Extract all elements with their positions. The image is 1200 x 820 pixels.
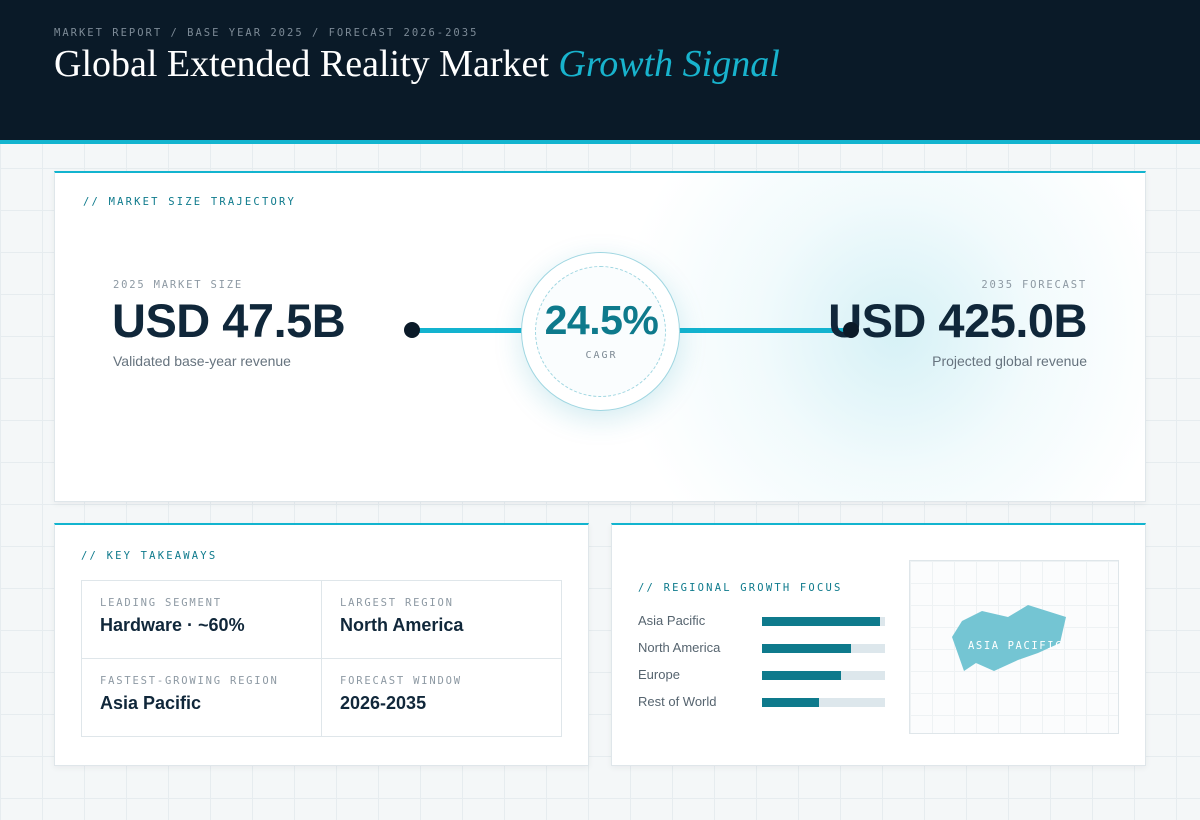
takeaway-value: Hardware · ~60% [100,615,245,635]
takeaways-label: // KEY TAKEAWAYS [81,550,218,562]
region-bar-fill [762,698,819,707]
forecast-value: USD 425.0B [828,294,1087,347]
start-dot [404,322,420,338]
region-bar-row: North America [638,638,888,658]
forecast-note: Projected global revenue [932,353,1087,369]
title-accent: Growth Signal [558,43,780,85]
region-bar-track [762,671,885,680]
asia-pacific-map-shape [952,605,1066,671]
trajectory-label: // MARKET SIZE TRAJECTORY [83,196,297,208]
cagr-ring: 24.5% CAGR [521,252,680,411]
takeaways-grid: LEADING SEGMENT Hardware · ~60% LARGEST … [81,580,562,737]
end-dot [843,322,859,338]
region-bar-fill [762,671,841,680]
takeaway-value: 2026-2035 [340,693,427,713]
takeaway-caption: LEADING SEGMENT [100,597,222,609]
regional-label: // REGIONAL GROWTH FOCUS [638,582,843,594]
takeaway-value: Asia Pacific [100,693,202,713]
takeaway-caption: FORECAST WINDOW [340,675,462,687]
region-bar-row: Asia Pacific [638,611,888,631]
takeaway-caption: LARGEST REGION [340,597,454,609]
takeaways-card: // KEY TAKEAWAYS LEADING SEGMENT Hardwar… [54,523,589,766]
region-name: North America [638,640,721,655]
region-bar-track [762,617,885,626]
region-bar-fill [762,644,851,653]
region-bar-fill [762,617,881,626]
region-bar-row: Europe [638,665,888,685]
region-map: ASIA PACIFIC [909,560,1119,734]
trajectory-card: // MARKET SIZE TRAJECTORY 2025 MARKET SI… [54,171,1146,502]
base-caption: 2025 MARKET SIZE [113,279,243,291]
title-main: Global Extended Reality Market [54,43,549,85]
background-glow [615,173,1145,501]
regional-card: // REGIONAL GROWTH FOCUS Asia Pacific No… [611,523,1146,766]
forecast-caption: 2035 FORECAST [981,279,1087,291]
page-title: Global Extended Reality Market Growth Si… [54,42,780,86]
takeaway-forecast-window: FORECAST WINDOW 2026-2035 [322,659,562,737]
base-value: USD 47.5B [112,294,346,347]
takeaway-value: North America [340,615,464,635]
cagr-value: 24.5% [544,297,659,343]
base-note: Validated base-year revenue [113,353,291,369]
takeaway-caption: FASTEST-GROWING REGION [100,675,279,687]
region-bar-track [762,644,885,653]
region-bar-row: Rest of World [638,692,888,712]
report-header: MARKET REPORT / BASE YEAR 2025 / FORECAS… [0,0,1200,144]
region-name: Europe [638,667,680,682]
region-name: Asia Pacific [638,613,706,628]
report-kicker: MARKET REPORT / BASE YEAR 2025 / FORECAS… [54,27,479,39]
takeaway-leading-segment: LEADING SEGMENT Hardware · ~60% [82,581,322,659]
takeaway-largest-region: LARGEST REGION North America [322,581,562,659]
region-bar-track [762,698,885,707]
region-name: Rest of World [638,694,717,709]
cagr-ring-inner: 24.5% CAGR [535,266,666,397]
cagr-caption: CAGR [585,350,618,361]
takeaway-fastest-region: FASTEST-GROWING REGION Asia Pacific [82,659,322,737]
map-region-label: ASIA PACIFIC [968,640,1064,652]
